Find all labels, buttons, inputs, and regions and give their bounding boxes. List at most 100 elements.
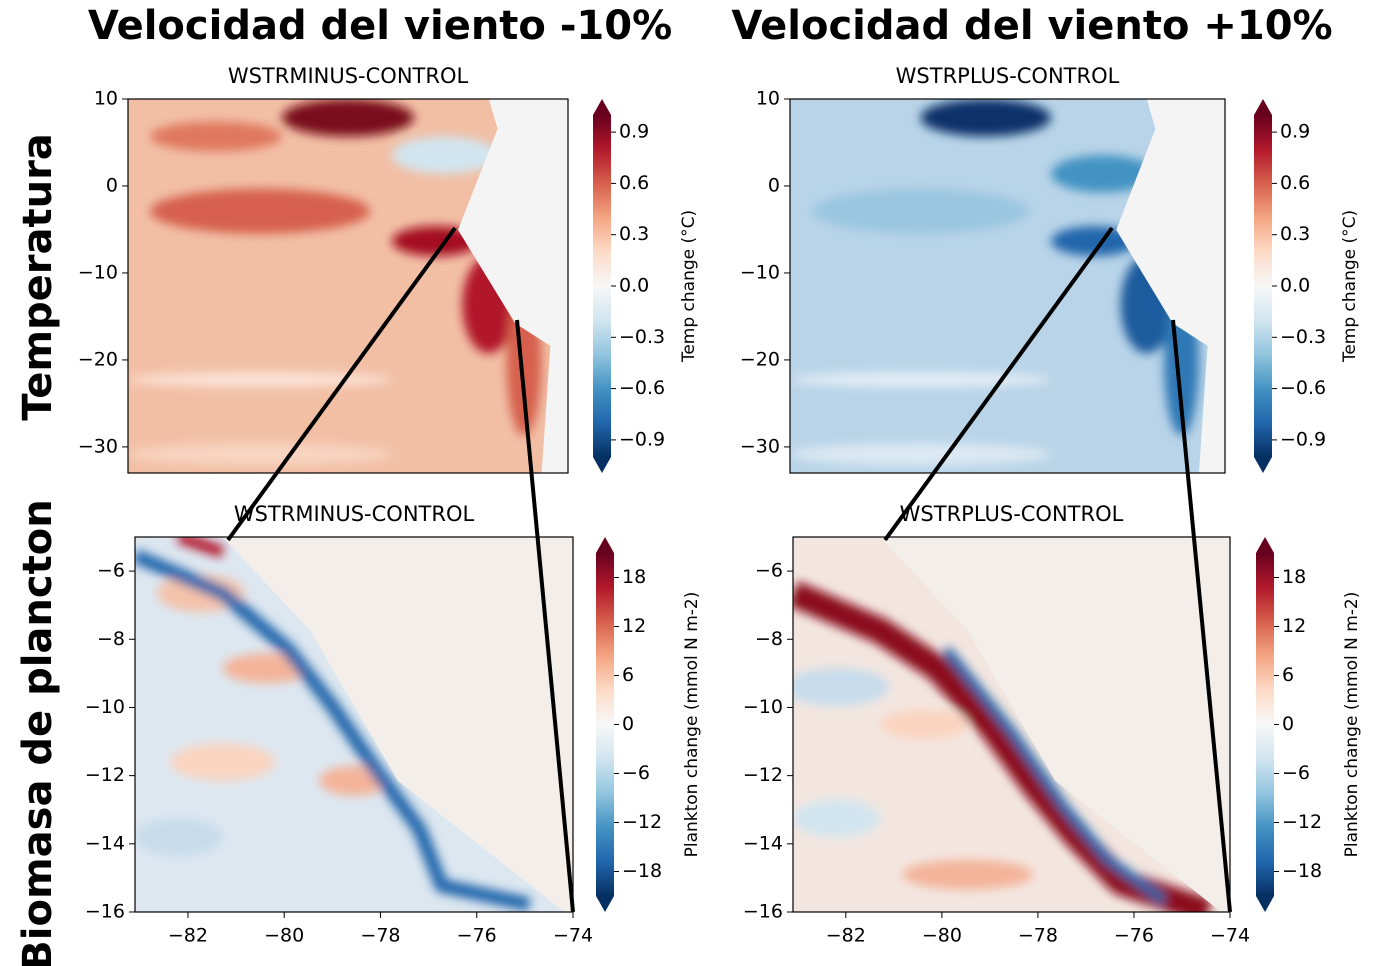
colorbar-tick-label: −12 — [622, 811, 662, 833]
x-tick-label: −74 — [1210, 925, 1250, 947]
field-band — [135, 549, 531, 912]
colorbar-extend — [593, 99, 611, 115]
colorbar-tick-label: 12 — [622, 615, 646, 637]
field-blob — [880, 709, 968, 740]
zoom-line — [1171, 319, 1232, 913]
x-tick-label: −80 — [922, 925, 962, 947]
field-blob — [811, 188, 1030, 234]
colorbar-tick-label: 0 — [1282, 713, 1294, 735]
axes-border — [792, 536, 1231, 913]
y-tick-label: −14 — [743, 832, 783, 854]
colorbar-tick-label: −18 — [622, 860, 662, 882]
zoom-lines — [226, 226, 1232, 913]
colorbar-tick-label: 18 — [1282, 566, 1306, 588]
colorbar-tick-label: 0.6 — [619, 172, 649, 194]
x-tick-label: −82 — [168, 925, 208, 947]
y-tick-label: −30 — [78, 435, 118, 457]
field-blob — [793, 799, 881, 837]
y-tick-label: −6 — [97, 560, 125, 582]
axes-border — [127, 98, 569, 474]
colorbar-extend — [1254, 457, 1272, 473]
field-blob — [150, 121, 282, 152]
y-tick-label: −10 — [743, 696, 783, 718]
row-label: Temperatura — [15, 133, 61, 421]
colorbar-label: Plankton change (mmol N m-2) — [682, 592, 702, 858]
x-tick-label: −76 — [1114, 925, 1154, 947]
colorbar-extend — [1256, 537, 1274, 553]
field-blob — [920, 99, 1051, 137]
colorbar-tick-label: −6 — [622, 762, 650, 784]
colorbar-tick-label: −0.6 — [619, 377, 665, 399]
y-tick-label: −16 — [743, 901, 783, 923]
field-blob — [793, 668, 890, 706]
colorbar — [596, 553, 614, 896]
colorbar — [1256, 553, 1274, 896]
zoom-line — [883, 226, 1114, 542]
field-blob — [156, 574, 245, 612]
colorbar-tick-label: −18 — [1282, 860, 1322, 882]
heatmap — [793, 537, 1230, 912]
y-tick-label: −10 — [740, 261, 780, 283]
panel-title: WSTRMINUS-CONTROL — [234, 502, 475, 526]
colorbar-tick-label: −0.9 — [619, 428, 665, 450]
axes-border — [789, 98, 1226, 474]
colorbar-extend — [1256, 896, 1274, 912]
y-tick-label: 0 — [768, 174, 780, 196]
colorbar-tick-label: 0.6 — [1280, 172, 1310, 194]
field-blob — [128, 443, 392, 466]
field-blob — [392, 226, 480, 257]
field-blobs — [128, 99, 542, 466]
y-tick-label: −14 — [85, 832, 125, 854]
heatmap — [790, 99, 1225, 473]
y-tick-label: 0 — [106, 174, 118, 196]
colorbar-tick-label: 0.3 — [619, 223, 649, 245]
x-tick-label: −80 — [264, 925, 304, 947]
colorbar-label: Temp change (°C) — [1340, 210, 1360, 363]
field-band — [942, 646, 1168, 905]
field-blob — [790, 372, 1051, 387]
colorbar-tick-label: 0.0 — [619, 275, 649, 297]
colorbar-tick-label: 12 — [1282, 615, 1306, 637]
colorbar-tick-label: 0.0 — [1280, 275, 1310, 297]
x-tick-label: −78 — [1018, 925, 1058, 947]
field-blob — [1051, 226, 1138, 257]
heatmap — [128, 99, 568, 473]
field-band — [793, 581, 1213, 912]
field-blob — [170, 743, 276, 781]
x-tick-label: −78 — [360, 925, 400, 947]
colorbar-label: Plankton change (mmol N m-2) — [1342, 592, 1362, 858]
y-tick-label: −8 — [97, 628, 125, 650]
heatmap — [135, 537, 573, 912]
field-blob — [135, 818, 223, 856]
field-blobs — [793, 581, 1213, 912]
land — [222, 537, 573, 912]
colorbar-extend — [593, 457, 611, 473]
zoom-line — [515, 319, 575, 913]
colorbar-tick-label: 0 — [622, 713, 634, 735]
land — [458, 99, 568, 473]
field-band — [176, 537, 225, 558]
y-tick-label: −20 — [740, 348, 780, 370]
x-tick-label: −74 — [553, 925, 593, 947]
x-tick-label: −76 — [457, 925, 497, 947]
colorbar-extend — [1254, 99, 1272, 115]
colorbar-tick-label: 6 — [1282, 664, 1294, 686]
panel-title: WSTRPLUS-CONTROL — [900, 502, 1124, 526]
y-tick-label: −8 — [755, 628, 783, 650]
field-blobs — [135, 537, 531, 912]
axes-border — [134, 536, 574, 913]
colorbar-extend — [596, 537, 614, 553]
panel-title: WSTRMINUS-CONTROL — [228, 64, 469, 88]
field-blobs — [790, 99, 1199, 466]
colorbar-tick-label: −0.3 — [1280, 326, 1326, 348]
colorbar-tick-label: 6 — [622, 664, 634, 686]
field-blob — [150, 188, 370, 234]
colorbar-tick-label: 0.3 — [1280, 223, 1310, 245]
y-tick-label: −10 — [85, 696, 125, 718]
colorbar-tick-label: 18 — [622, 566, 646, 588]
field-blob — [902, 859, 1034, 890]
field-blob — [790, 443, 1051, 466]
y-tick-label: −20 — [78, 348, 118, 370]
column-title: Velocidad del viento +10% — [731, 3, 1332, 49]
y-tick-label: −10 — [78, 261, 118, 283]
